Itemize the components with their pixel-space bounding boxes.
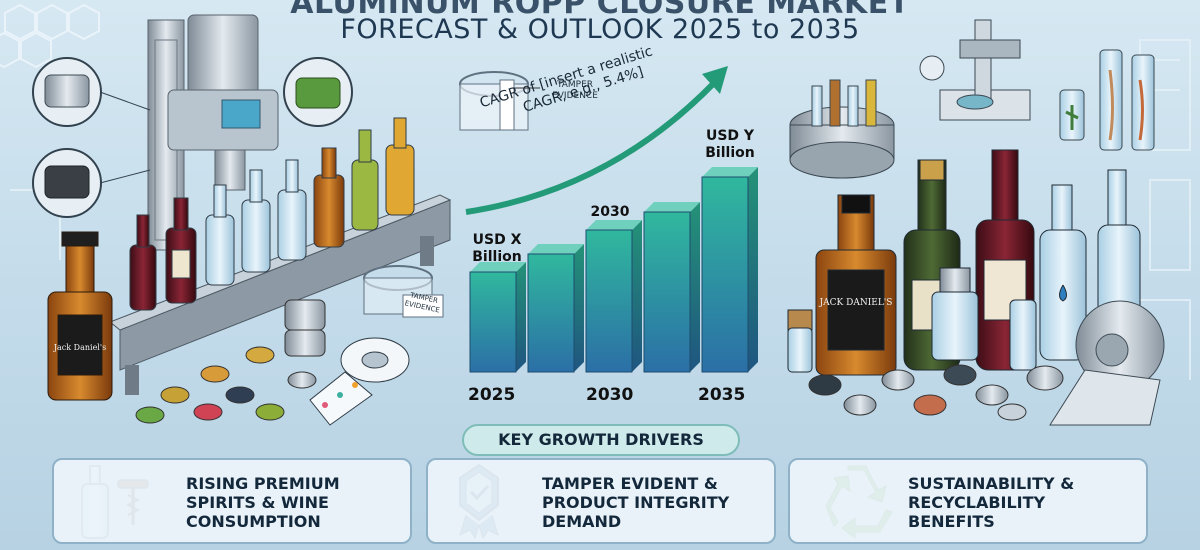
x-tick-2035: 2035 bbox=[698, 385, 746, 405]
chart-bar-1 bbox=[469, 262, 526, 373]
cap-closeup-circles bbox=[32, 57, 353, 218]
svg-text:Jack Daniel's: Jack Daniel's bbox=[53, 343, 106, 352]
growth-arrow bbox=[465, 66, 728, 215]
scattered-caps-left bbox=[135, 299, 326, 424]
page-title-line1: ALUMINUM ROPP CLOSURE MARKET bbox=[290, 0, 910, 21]
tamper-seal-top bbox=[459, 71, 540, 131]
chart-bar-4 bbox=[643, 202, 700, 373]
page-title-line2: FORECAST & OUTLOOK 2025 to 2035 bbox=[340, 14, 860, 45]
x-tick-2025: 2025 bbox=[468, 385, 516, 405]
conveyor-bottles bbox=[129, 117, 415, 311]
chart-bars bbox=[469, 167, 758, 373]
driver-card-text: RISING PREMIUM SPIRITS & WINE CONSUMPTIO… bbox=[186, 474, 340, 531]
driver-card-premium-spirits: RISING PREMIUM SPIRITS & WINE CONSUMPTIO… bbox=[52, 458, 412, 544]
whiskey-bottle-left: Jack Daniel's bbox=[47, 231, 113, 401]
tamper-tape-roll bbox=[309, 337, 410, 426]
whiskey-brand-text: JACK DANIEL'S bbox=[819, 298, 893, 308]
chart-bar-5 bbox=[701, 167, 758, 373]
driver-card-tamper-evident: TAMPER EVIDENT & PRODUCT INTEGRITY DEMAN… bbox=[426, 458, 776, 544]
driver-card-sustainability: SUSTAINABILITY & RECYCLABILITY BENEFITS bbox=[788, 458, 1148, 544]
aluminum-foil-roll bbox=[1049, 300, 1165, 426]
capping-machine bbox=[147, 14, 279, 251]
driver-card-text: TAMPER EVIDENT & PRODUCT INTEGRITY DEMAN… bbox=[542, 474, 730, 531]
x-tick-2030: 2030 bbox=[586, 385, 634, 405]
chart-bar-2 bbox=[527, 244, 584, 373]
key-growth-drivers-heading: KEY GROWTH DRIVERS bbox=[462, 424, 740, 456]
chart-bar-3 bbox=[585, 220, 642, 373]
bar-label-last: USD Y Billion bbox=[705, 128, 755, 161]
bar-label-middle: 2030 bbox=[590, 204, 630, 220]
tamper-evidence-label-top: TAMPER EVIDENCE bbox=[552, 80, 598, 101]
bar-label-first: USD X Billion bbox=[472, 232, 522, 265]
hexagon-pattern bbox=[0, 3, 100, 69]
lab-equipment bbox=[789, 19, 1155, 179]
tamper-seal-ring bbox=[363, 265, 444, 318]
scattered-caps-right bbox=[808, 364, 1064, 421]
right-bottle-cluster: JACK DANIEL'S bbox=[787, 149, 1141, 376]
driver-card-text: SUSTAINABILITY & RECYCLABILITY BENEFITS bbox=[908, 474, 1075, 531]
